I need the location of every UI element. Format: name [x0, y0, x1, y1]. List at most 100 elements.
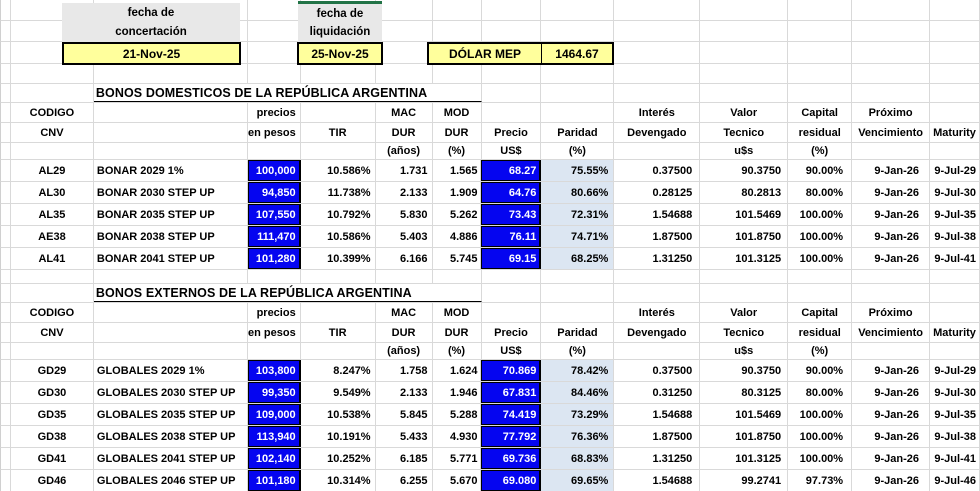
- cell-proximo-vencimiento[interactable]: 9-Jan-26: [852, 426, 931, 447]
- cell-bond-name[interactable]: GLOBALES 2029 1%: [94, 360, 248, 381]
- cell-valor-tecnico[interactable]: 80.3125: [700, 382, 789, 403]
- cell-mod-dur[interactable]: 1.909: [433, 182, 482, 203]
- cell-paridad[interactable]: 68.25%: [541, 248, 615, 269]
- cell-precio-pesos[interactable]: 107,550: [247, 204, 301, 225]
- cell-mac-dur[interactable]: 5.433: [376, 426, 433, 447]
- cell-mod-dur[interactable]: 1.624: [433, 360, 482, 381]
- cell-maturity[interactable]: 9-Jul-46: [930, 470, 980, 491]
- cell-tir[interactable]: 8.247%: [301, 360, 376, 381]
- cell-maturity[interactable]: 9-Jul-29: [930, 360, 980, 381]
- cell-maturity[interactable]: 9-Jul-38: [930, 226, 980, 247]
- cell-mod-dur[interactable]: 4.886: [433, 226, 482, 247]
- cell-maturity[interactable]: 9-Jul-35: [930, 204, 980, 225]
- cell-code[interactable]: AL29: [11, 160, 94, 181]
- cell-mac-dur[interactable]: 2.133: [376, 182, 433, 203]
- cell-mod-dur[interactable]: 5.670: [433, 470, 482, 491]
- cell-proximo-vencimiento[interactable]: 9-Jan-26: [852, 382, 931, 403]
- cell-tir[interactable]: 10.314%: [301, 470, 376, 491]
- cell-interes-devengado[interactable]: 0.28125: [614, 182, 701, 203]
- cell-capital-residual[interactable]: 100.00%: [788, 226, 853, 247]
- cell-proximo-vencimiento[interactable]: 9-Jan-26: [852, 404, 931, 425]
- cell-interes-devengado[interactable]: 0.37500: [614, 360, 701, 381]
- cell-precio-pesos[interactable]: 113,940: [247, 426, 301, 447]
- cell-tir[interactable]: 10.399%: [301, 248, 376, 269]
- cell-code[interactable]: GD29: [11, 360, 94, 381]
- cell-tir[interactable]: 10.538%: [301, 404, 376, 425]
- cell-proximo-vencimiento[interactable]: 9-Jan-26: [852, 248, 931, 269]
- cell-code[interactable]: GD46: [11, 470, 94, 491]
- cell-code[interactable]: GD38: [11, 426, 94, 447]
- cell-valor-tecnico[interactable]: 101.8750: [700, 426, 789, 447]
- cell-bond-name[interactable]: GLOBALES 2046 STEP UP: [94, 470, 248, 491]
- cell-code[interactable]: AE38: [11, 226, 94, 247]
- cell-paridad[interactable]: 80.66%: [541, 182, 615, 203]
- cell-tir[interactable]: 9.549%: [301, 382, 376, 403]
- cell-mod-dur[interactable]: 5.771: [433, 448, 482, 469]
- cell-maturity[interactable]: 9-Jul-29: [930, 160, 980, 181]
- cell-interes-devengado[interactable]: 1.31250: [614, 248, 701, 269]
- cell-interes-devengado[interactable]: 1.54688: [614, 470, 701, 491]
- cell-mod-dur[interactable]: 5.262: [433, 204, 482, 225]
- cell-paridad[interactable]: 74.71%: [541, 226, 615, 247]
- cell-capital-residual[interactable]: 90.00%: [788, 360, 853, 381]
- cell-bond-name[interactable]: BONAR 2038 STEP UP: [94, 226, 248, 247]
- cell-paridad[interactable]: 75.55%: [541, 160, 615, 181]
- fecha-concertacion-value[interactable]: 21-Nov-25: [62, 42, 241, 65]
- cell-capital-residual[interactable]: 100.00%: [788, 204, 853, 225]
- cell-bond-name[interactable]: GLOBALES 2041 STEP UP: [94, 448, 248, 469]
- cell-valor-tecnico[interactable]: 101.8750: [700, 226, 789, 247]
- cell-code[interactable]: AL35: [11, 204, 94, 225]
- cell-maturity[interactable]: 9-Jul-35: [930, 404, 980, 425]
- cell-paridad[interactable]: 73.29%: [541, 404, 615, 425]
- cell-tir[interactable]: 10.792%: [301, 204, 376, 225]
- cell-mac-dur[interactable]: 6.166: [376, 248, 433, 269]
- cell-code[interactable]: AL30: [11, 182, 94, 203]
- cell-bond-name[interactable]: BONAR 2041 STEP UP: [94, 248, 248, 269]
- cell-precio-pesos[interactable]: 101,180: [247, 470, 301, 491]
- cell-bond-name[interactable]: BONAR 2030 STEP UP: [94, 182, 248, 203]
- cell-code[interactable]: GD35: [11, 404, 94, 425]
- cell-mac-dur[interactable]: 6.255: [376, 470, 433, 491]
- cell-precio-pesos[interactable]: 100,000: [247, 160, 301, 181]
- cell-precio-pesos[interactable]: 103,800: [247, 360, 301, 381]
- cell-maturity[interactable]: 9-Jul-41: [930, 248, 980, 269]
- cell-valor-tecnico[interactable]: 90.3750: [700, 160, 789, 181]
- cell-code[interactable]: GD41: [11, 448, 94, 469]
- cell-bond-name[interactable]: GLOBALES 2030 STEP UP: [94, 382, 248, 403]
- dolar-mep-value[interactable]: 1464.67: [555, 46, 599, 61]
- cell-paridad[interactable]: 69.65%: [541, 470, 615, 491]
- cell-precio-usd[interactable]: 69.736: [481, 448, 542, 469]
- cell-proximo-vencimiento[interactable]: 9-Jan-26: [852, 448, 931, 469]
- cell-precio-usd[interactable]: 67.831: [481, 382, 542, 403]
- cell-interes-devengado[interactable]: 0.31250: [614, 382, 701, 403]
- cell-precio-usd[interactable]: 64.76: [481, 182, 542, 203]
- cell-precio-pesos[interactable]: 102,140: [247, 448, 301, 469]
- cell-interes-devengado[interactable]: 1.31250: [614, 448, 701, 469]
- cell-capital-residual[interactable]: 80.00%: [788, 382, 853, 403]
- cell-precio-pesos[interactable]: 111,470: [247, 226, 301, 247]
- cell-maturity[interactable]: 9-Jul-38: [930, 426, 980, 447]
- cell-tir[interactable]: 11.738%: [301, 182, 376, 203]
- cell-tir[interactable]: 10.252%: [301, 448, 376, 469]
- cell-bond-name[interactable]: BONAR 2035 STEP UP: [94, 204, 248, 225]
- cell-precio-usd[interactable]: 77.792: [481, 426, 542, 447]
- cell-mod-dur[interactable]: 5.745: [433, 248, 482, 269]
- cell-mod-dur[interactable]: 1.565: [433, 160, 482, 181]
- cell-bond-name[interactable]: GLOBALES 2035 STEP UP: [94, 404, 248, 425]
- cell-proximo-vencimiento[interactable]: 9-Jan-26: [852, 160, 931, 181]
- cell-paridad[interactable]: 72.31%: [541, 204, 615, 225]
- cell-code[interactable]: GD30: [11, 382, 94, 403]
- cell-precio-pesos[interactable]: 109,000: [247, 404, 301, 425]
- cell-bond-name[interactable]: BONAR 2029 1%: [94, 160, 248, 181]
- cell-interes-devengado[interactable]: 1.54688: [614, 204, 701, 225]
- cell-capital-residual[interactable]: 90.00%: [788, 160, 853, 181]
- cell-proximo-vencimiento[interactable]: 9-Jan-26: [852, 360, 931, 381]
- cell-valor-tecnico[interactable]: 101.3125: [700, 248, 789, 269]
- cell-precio-usd[interactable]: 76.11: [481, 226, 542, 247]
- cell-mac-dur[interactable]: 1.731: [376, 160, 433, 181]
- cell-paridad[interactable]: 68.83%: [541, 448, 615, 469]
- cell-precio-usd[interactable]: 68.27: [481, 160, 542, 181]
- cell-valor-tecnico[interactable]: 101.3125: [700, 448, 789, 469]
- cell-precio-usd[interactable]: 69.15: [481, 248, 542, 269]
- cell-valor-tecnico[interactable]: 90.3750: [700, 360, 789, 381]
